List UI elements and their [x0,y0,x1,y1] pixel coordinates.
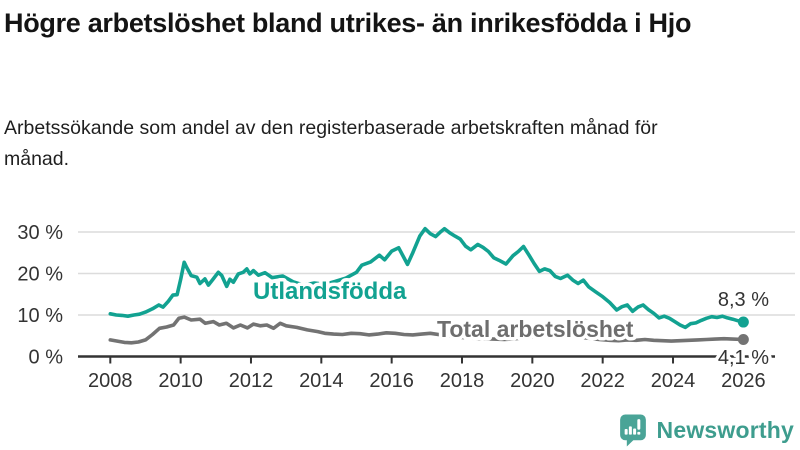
line-total [108,315,746,345]
y-tick-label: 20 % [17,264,63,286]
x-tick-label: 2008 [88,370,133,392]
series-end-dots [737,316,749,345]
x-tick-label: 2012 [229,370,274,392]
y-tick-label: 30 % [17,222,63,244]
x-axis [78,355,775,364]
x-tick-label: 2022 [580,370,625,392]
newsworthy-wordmark: Newsworthy [656,416,794,443]
x-tick-label: 2016 [369,370,414,392]
x-tick-label: 2010 [158,370,203,392]
x-tick-label: 2026 [721,370,766,392]
y-tick-label: 10 % [17,305,63,327]
newsworthy-logo-icon [619,414,646,447]
end-value-label-total: 4,1 % [718,347,769,369]
page-title: Högre arbetslöshet bland utrikes- än inr… [4,8,692,38]
line-utlandsfodda [108,226,746,330]
axis-tick-labels: 0 % 10 % 20 % 30 % 2008 2010 2012 2014 2016 2018 2… [17,222,765,392]
newsworthy-brand: Newsworthy [618,413,794,447]
x-tick-label: 2018 [440,370,485,392]
series-label-total-arbetsloshet: Total arbetslöshet [437,316,634,342]
y-tick-label: 0 % [29,347,64,369]
x-tick-label: 2024 [651,370,696,392]
series-label-utlandsfodda: Utlandsfödda [253,278,407,305]
end-value-label-utlandsfodda: 8,3 % [718,289,769,311]
gridlines [78,231,795,316]
series-lines [108,226,746,345]
unemployment-line-chart: 0 % 10 % 20 % 30 % 2008 2010 2012 2014 2016 2018 2… [17,222,795,392]
x-tick-label: 2020 [510,370,555,392]
end-dot-total [737,333,749,345]
x-tick-label: 2014 [299,370,344,392]
end-dot-utlandsfodda [737,316,749,328]
chart-subtitle: Arbetssökande som andel av den registerb… [4,117,658,170]
